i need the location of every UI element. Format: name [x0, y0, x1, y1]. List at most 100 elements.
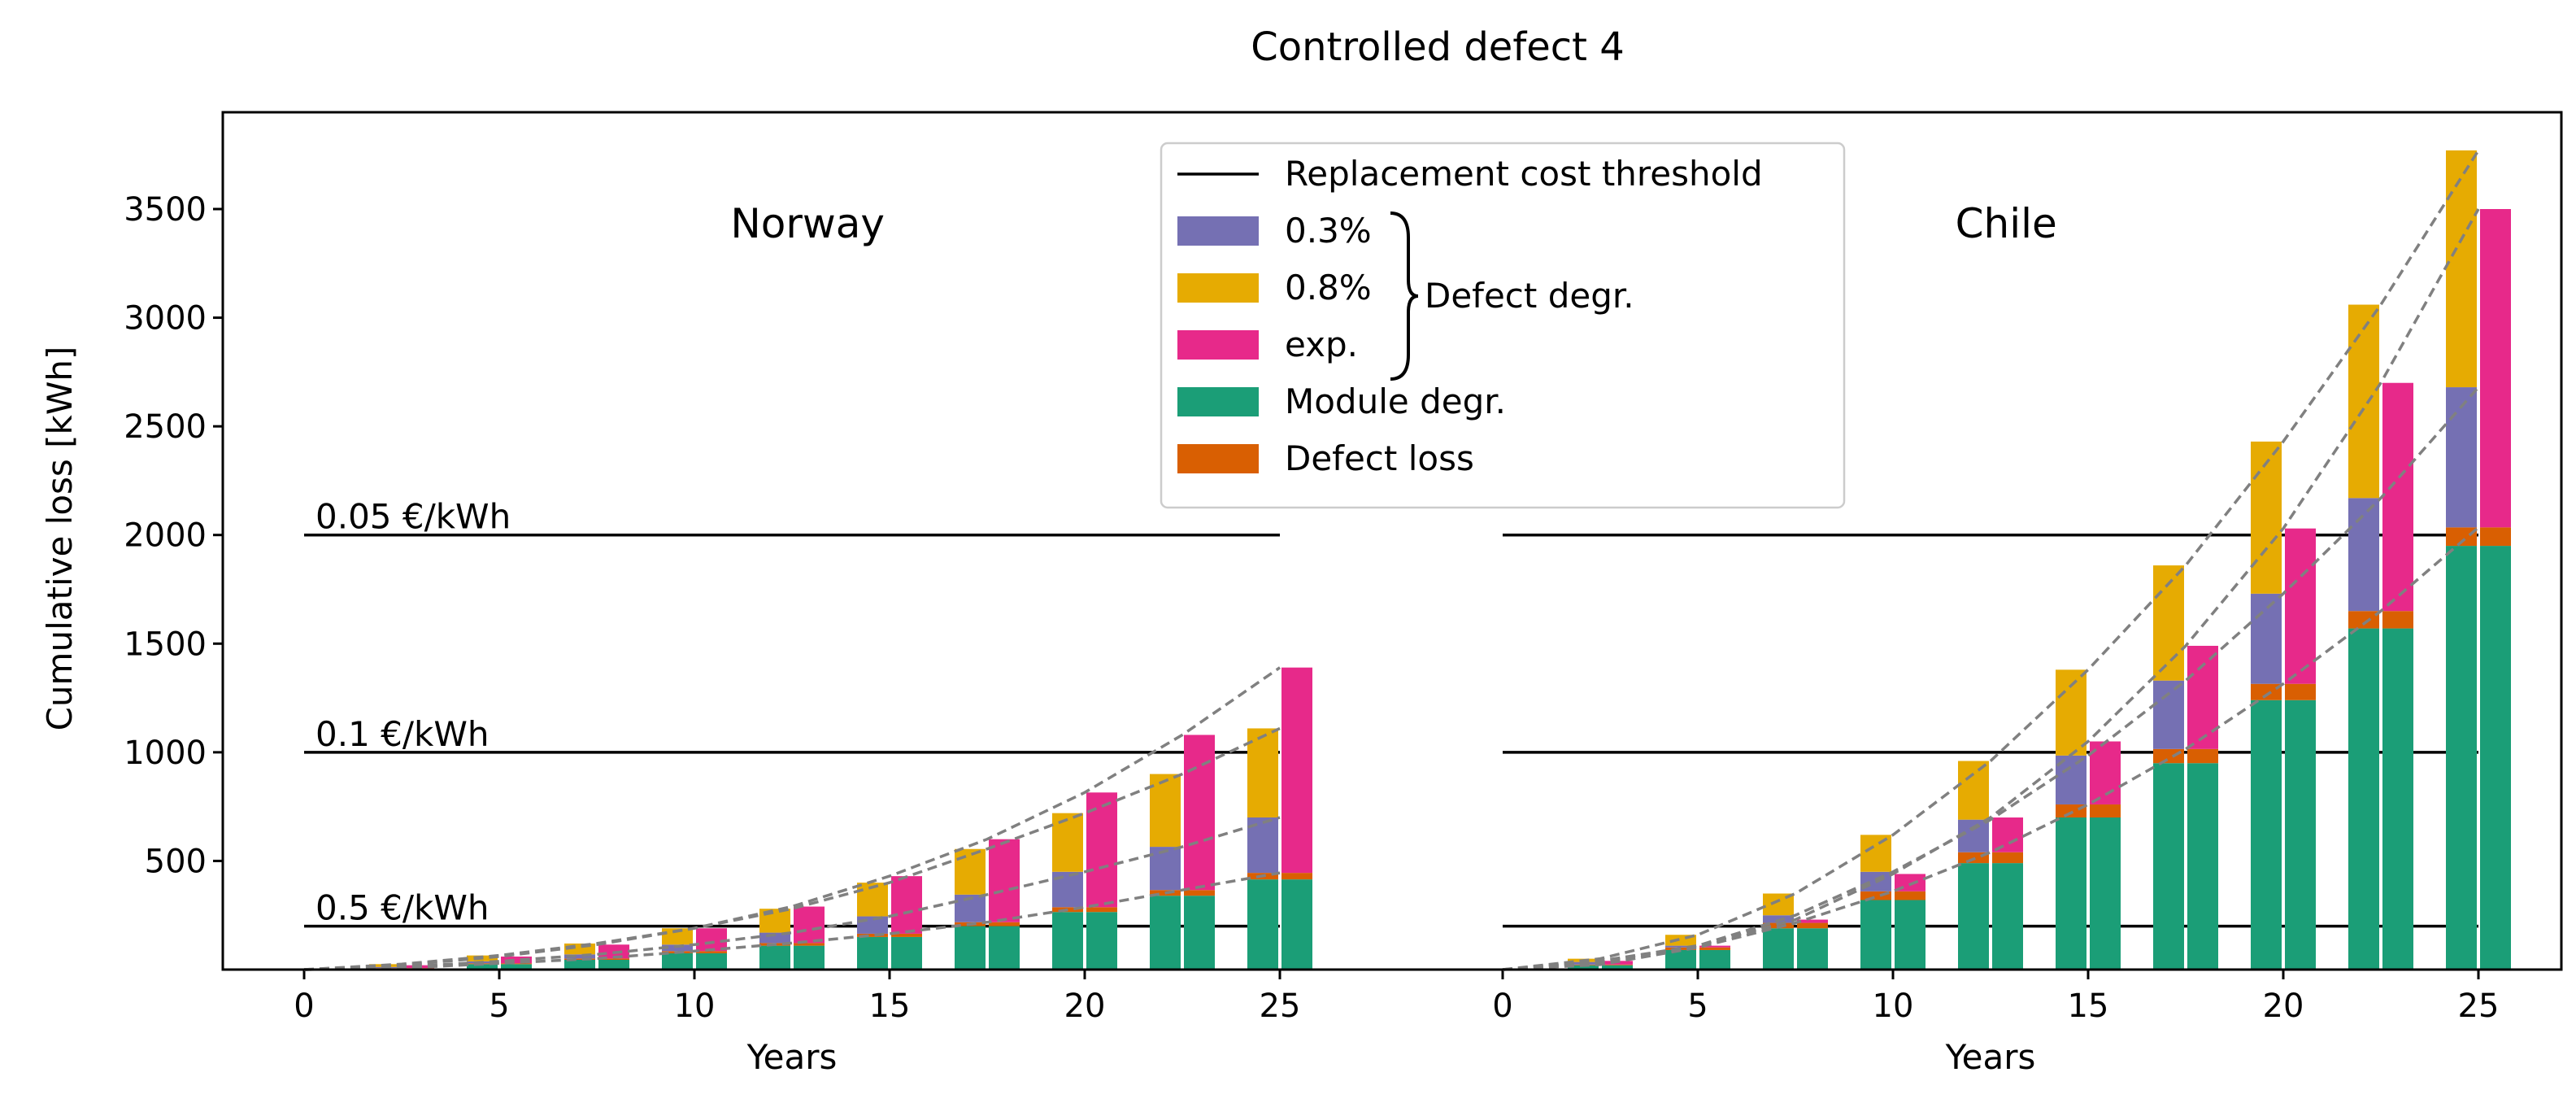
x-tick-label: 0	[1492, 987, 1512, 1025]
threshold-label: 0.05 €/kWh	[315, 497, 511, 537]
panel-label: Norway	[730, 200, 885, 247]
bar-lin08	[955, 848, 986, 895]
bar-exp	[696, 928, 727, 952]
bar-module	[891, 936, 922, 970]
bar-module	[501, 964, 532, 970]
bar-defect	[794, 943, 825, 946]
bar-module	[1860, 900, 1891, 970]
legend-swatch-exp	[1177, 330, 1259, 360]
bar-module	[1958, 863, 1989, 970]
threshold-label: 0.1 €/kWh	[315, 714, 490, 754]
bar-module	[1665, 949, 1696, 970]
y-tick-label: 2500	[124, 408, 207, 446]
x-tick-label: 10	[1873, 987, 1914, 1025]
threshold-label: 0.5 €/kWh	[315, 888, 490, 928]
bar-defect	[2382, 611, 2413, 629]
trend-curve-module	[1502, 526, 2480, 971]
trend-curve-exp	[1502, 208, 2480, 971]
bar-module	[2251, 700, 2282, 970]
x-axis-label: Years	[1945, 1037, 2036, 1077]
bar-module	[2348, 628, 2379, 970]
legend-label-threshold: Replacement cost threshold	[1285, 154, 1763, 194]
trend-curve-module	[303, 871, 1281, 971]
bar-module	[857, 936, 888, 970]
bar-exp	[1699, 945, 1730, 948]
bar-module	[1184, 896, 1215, 970]
bar-exp	[794, 906, 825, 944]
bar-module	[598, 959, 629, 970]
plot-frame	[221, 111, 2563, 971]
bar-exp	[891, 876, 922, 934]
bar-lin08	[2348, 304, 2379, 499]
legend-group-label: Defect degr.	[1425, 276, 1634, 316]
legend-label-exp: exp.	[1285, 325, 1358, 364]
x-tick-label: 0	[294, 987, 314, 1025]
bar-module	[467, 964, 498, 970]
bar-lin08	[1150, 774, 1181, 848]
bar-exp	[2285, 528, 2316, 684]
bar-module	[1895, 900, 1925, 970]
bar-exp	[2382, 382, 2413, 612]
bar-module	[2153, 763, 2184, 970]
bar-module	[2480, 546, 2511, 970]
bar-defect	[598, 958, 629, 960]
bar-defect	[501, 963, 532, 965]
bar-defect	[857, 933, 888, 937]
bar-lin08	[1247, 728, 1278, 817]
bar-defect	[1086, 907, 1117, 913]
chart-title: Controlled defect 4	[1251, 24, 1625, 70]
bar-lin08	[1052, 813, 1083, 872]
bar-lin03	[2153, 680, 2184, 749]
x-tick-label: 10	[674, 987, 716, 1025]
x-tick-label: 5	[1687, 987, 1708, 1025]
bar-module	[1568, 965, 1599, 970]
y-axis-label: Cumulative loss [kWh]	[40, 347, 80, 731]
bar-module	[1763, 928, 1794, 970]
bar-lin03	[2251, 593, 2282, 684]
y-tick-label: 500	[145, 843, 207, 880]
bar-defect	[1860, 891, 1891, 900]
bar-module	[2446, 546, 2477, 970]
legend-brace	[1390, 211, 1419, 381]
bar-lin03	[857, 916, 888, 934]
bar-lin03	[2348, 498, 2379, 612]
bar-defect	[2090, 804, 2121, 817]
y-tick-label: 3000	[124, 300, 207, 338]
trend-curve-lin08	[1502, 149, 2480, 971]
bar-module	[2187, 763, 2218, 970]
x-tick-label: 15	[2068, 987, 2109, 1025]
y-tick-label: 2000	[124, 517, 207, 555]
legend-swatch-module	[1177, 387, 1259, 416]
x-axis-label: Years	[746, 1037, 838, 1077]
x-tick-label: 20	[2263, 987, 2304, 1025]
bar-defect	[1184, 890, 1215, 896]
bar-lin03	[1958, 819, 1989, 852]
bar-exp	[1281, 667, 1312, 874]
bar-module	[1150, 896, 1181, 970]
bar-module	[794, 945, 825, 970]
bar-module	[696, 953, 727, 970]
panel-label: Chile	[1956, 200, 2057, 247]
bar-lin03	[662, 944, 693, 952]
bar-lin08	[2056, 669, 2086, 756]
trend-curve-lin03	[303, 816, 1281, 971]
bar-module	[759, 945, 790, 970]
bar-defect	[2251, 683, 2282, 700]
bar-defect	[989, 922, 1020, 926]
bar-module	[662, 953, 693, 970]
x-tick-label: 15	[869, 987, 911, 1025]
bar-lin03	[1763, 915, 1794, 923]
bar-lin08	[2446, 150, 2477, 388]
y-tick-label: 1000	[124, 735, 207, 772]
y-tick-label: 1500	[124, 626, 207, 663]
bar-module	[1086, 912, 1117, 970]
bar-lin03	[1150, 847, 1181, 891]
legend-label-s03: 0.3%	[1285, 211, 1372, 251]
legend-swatch-s08	[1177, 273, 1259, 303]
bar-module	[955, 926, 986, 970]
legend-swatch-s03	[1177, 216, 1259, 246]
bar-defect	[696, 951, 727, 953]
bar-module	[2056, 817, 2086, 970]
